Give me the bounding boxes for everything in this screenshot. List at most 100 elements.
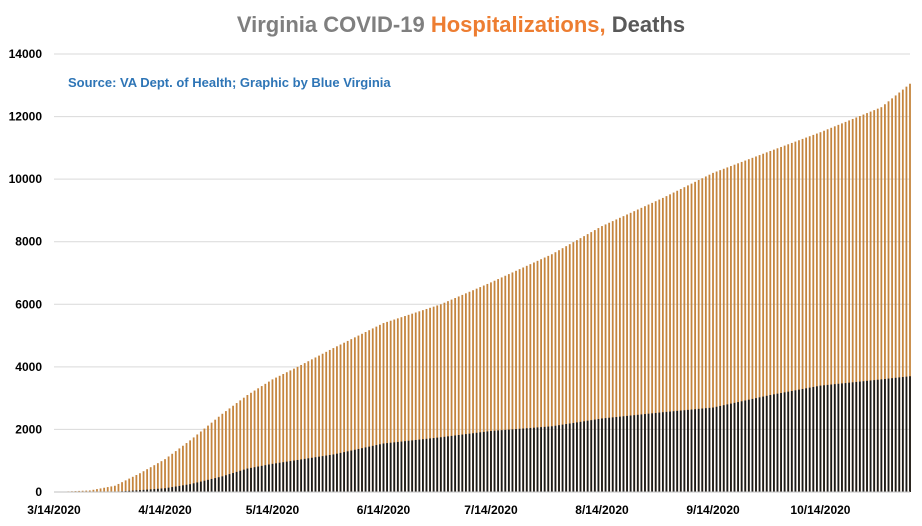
bar-deaths (737, 402, 739, 492)
bar-deaths (722, 405, 725, 492)
bar-hospitalizations (898, 92, 901, 492)
bar-hospitalizations (640, 207, 643, 492)
bar-deaths (704, 408, 707, 492)
bar-hospitalizations (694, 181, 697, 492)
bar-deaths (357, 448, 360, 492)
bar-deaths (414, 439, 417, 492)
bar-deaths (837, 383, 840, 492)
bar-hospitalizations (432, 306, 435, 492)
bar-hospitalizations (407, 314, 410, 492)
bar-hospitalizations (493, 280, 496, 492)
bar-deaths (690, 409, 693, 492)
bar-deaths (651, 413, 654, 492)
bar-deaths (593, 419, 596, 492)
bar-hospitalizations (726, 167, 729, 493)
x-axis-ticks: 3/14/2020 4/14/2020 5/14/2020 6/14/2020 7/14… (27, 503, 851, 517)
bar-hospitalizations (762, 153, 765, 493)
bar-hospitalizations (81, 490, 84, 492)
bar-hospitalizations (547, 255, 550, 492)
bar-deaths (640, 414, 643, 492)
bar-hospitalizations (561, 248, 564, 492)
bar-hospitalizations (300, 364, 303, 492)
bar-deaths (787, 391, 790, 492)
bar-hospitalizations (751, 157, 754, 492)
bar-hospitalizations (543, 257, 546, 492)
bar-deaths (769, 395, 772, 492)
bar-hospitalizations (343, 342, 346, 492)
bar-deaths (687, 409, 689, 492)
bar-deaths (418, 439, 421, 492)
bar-hospitalizations (282, 374, 285, 492)
bar-hospitalizations (418, 311, 421, 492)
bar-deaths (153, 489, 156, 492)
bar-hospitalizations (568, 244, 571, 492)
x-tick-label: 4/14/2020 (138, 503, 192, 517)
bar-hospitalizations (701, 178, 704, 493)
bar-hospitalizations (368, 330, 371, 492)
bar-hospitalizations (790, 142, 793, 493)
bar-deaths (730, 403, 732, 492)
bar-hospitalizations (740, 161, 743, 492)
bar-deaths (411, 440, 414, 492)
bar-hospitalizations (113, 485, 116, 492)
bar-hospitalizations (479, 287, 482, 492)
bar-hospitalizations (339, 344, 342, 492)
bar-deaths (772, 394, 775, 492)
bar-hospitalizations (744, 160, 747, 493)
bar-hospitalizations (590, 232, 593, 492)
bar-deaths (887, 378, 890, 492)
bar-hospitalizations (833, 126, 836, 493)
bar-deaths (131, 490, 134, 492)
bar-hospitalizations (715, 171, 718, 492)
bar-hospitalizations (719, 170, 722, 493)
bar-deaths (740, 401, 743, 492)
bar-hospitalizations (837, 124, 840, 493)
bar-deaths (636, 414, 639, 492)
bar-hospitalizations (468, 291, 471, 492)
bar-hospitalizations (142, 471, 145, 492)
bar-hospitalizations (400, 317, 403, 492)
bar-hospitalizations (414, 312, 417, 492)
bar-hospitalizations (690, 183, 693, 492)
bar-hospitalizations (819, 132, 822, 492)
bar-hospitalizations (615, 219, 618, 492)
bar-hospitalizations (894, 95, 897, 492)
bar-hospitalizations (457, 296, 460, 492)
bar-deaths (257, 466, 260, 492)
bar-deaths (475, 432, 478, 492)
bar-hospitalizations (644, 206, 646, 492)
bar-hospitalizations (246, 395, 249, 492)
bar-hospitalizations (353, 337, 356, 492)
bar-hospitalizations (507, 274, 510, 492)
bar-hospitalizations (776, 148, 779, 492)
bar-hospitalizations (672, 192, 675, 492)
bar-hospitalizations (422, 310, 424, 492)
bar-hospitalizations (633, 211, 636, 492)
bar-deaths (493, 430, 496, 492)
bar-hospitalizations (160, 461, 163, 492)
bar-hospitalizations (658, 199, 661, 492)
bar-deaths (439, 437, 442, 492)
bar-hospitalizations (636, 209, 639, 492)
bar-hospitalizations (597, 228, 600, 493)
bar-deaths (529, 427, 532, 492)
bar-hospitalizations (901, 89, 904, 493)
bar-hospitalizations (772, 149, 775, 492)
bar-hospitalizations (393, 319, 396, 492)
bar-hospitalizations (891, 98, 893, 493)
bar-deaths (719, 405, 722, 492)
bar-deaths (604, 418, 607, 492)
bar-deaths (833, 384, 836, 492)
bar-hospitalizations (737, 163, 739, 493)
bar-deaths (264, 465, 267, 492)
bar-hospitalizations (386, 321, 388, 492)
bar-deaths (866, 380, 868, 492)
bar-deaths (497, 430, 500, 492)
bar-hospitalizations (332, 348, 335, 492)
bar-hospitalizations (250, 392, 252, 492)
bar-deaths (780, 393, 782, 492)
bar-deaths (142, 489, 145, 492)
bar-hospitalizations (404, 316, 406, 492)
bar-hospitalizations (730, 166, 732, 492)
bar-deaths (525, 428, 528, 492)
